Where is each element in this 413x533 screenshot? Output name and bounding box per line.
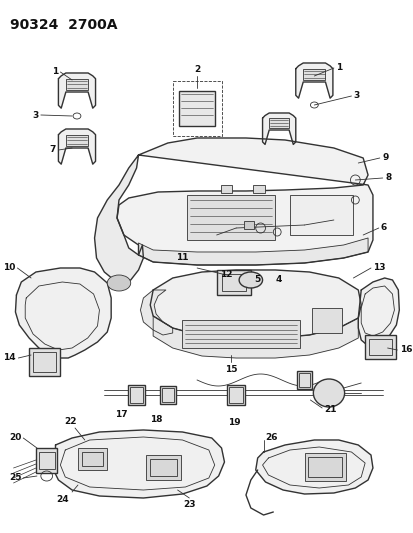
Text: 16: 16 <box>399 345 412 354</box>
Text: 19: 19 <box>228 418 240 427</box>
Text: 14: 14 <box>3 353 15 362</box>
Bar <box>268 118 288 128</box>
Bar <box>296 371 312 389</box>
Polygon shape <box>58 129 95 164</box>
Bar <box>364 335 395 359</box>
Ellipse shape <box>313 379 344 407</box>
Bar <box>146 455 180 480</box>
Text: 90324  2700A: 90324 2700A <box>9 18 117 32</box>
Bar <box>66 135 88 146</box>
Bar <box>368 339 392 355</box>
Bar <box>172 80 221 135</box>
Bar <box>312 308 341 333</box>
Text: 17: 17 <box>114 410 127 419</box>
Ellipse shape <box>239 272 262 288</box>
Polygon shape <box>52 430 224 498</box>
Bar <box>159 386 175 404</box>
Bar <box>78 448 107 470</box>
Text: 11: 11 <box>176 253 188 262</box>
Text: 9: 9 <box>382 154 388 163</box>
Polygon shape <box>15 268 111 358</box>
Bar <box>82 452 103 466</box>
Bar <box>243 221 253 229</box>
Bar <box>229 387 242 403</box>
Bar <box>220 185 232 193</box>
Text: 10: 10 <box>3 263 15 272</box>
Polygon shape <box>262 113 295 144</box>
Polygon shape <box>357 278 399 345</box>
Bar <box>161 388 173 402</box>
Text: 22: 22 <box>64 417 76 426</box>
Ellipse shape <box>107 275 131 291</box>
Text: 7: 7 <box>49 146 55 155</box>
Text: 26: 26 <box>265 433 277 442</box>
Polygon shape <box>58 73 95 108</box>
Bar <box>308 457 341 477</box>
Text: 5: 5 <box>254 275 260 284</box>
Bar <box>227 385 244 405</box>
Bar <box>178 91 215 125</box>
Bar <box>182 320 299 348</box>
Bar <box>298 373 310 387</box>
Polygon shape <box>255 440 372 494</box>
Text: 23: 23 <box>183 500 195 509</box>
Polygon shape <box>150 270 361 338</box>
Bar <box>216 270 250 295</box>
Text: 24: 24 <box>56 495 69 504</box>
Bar <box>39 452 55 469</box>
Text: 6: 6 <box>380 223 386 232</box>
Text: 20: 20 <box>9 433 21 442</box>
Bar <box>304 453 345 481</box>
Text: 4: 4 <box>275 275 282 284</box>
Text: 15: 15 <box>225 365 237 374</box>
Text: 18: 18 <box>150 415 162 424</box>
Bar <box>302 69 325 80</box>
Bar <box>187 195 275 240</box>
Bar <box>33 352 56 372</box>
Polygon shape <box>94 155 143 283</box>
Text: 1: 1 <box>335 63 341 72</box>
Bar <box>36 448 57 473</box>
Text: 13: 13 <box>372 263 385 272</box>
Polygon shape <box>295 63 332 98</box>
Bar <box>128 385 145 405</box>
Bar <box>29 348 60 376</box>
Polygon shape <box>153 316 357 358</box>
Text: 21: 21 <box>323 406 336 415</box>
Text: 1: 1 <box>52 68 58 77</box>
Bar <box>129 387 143 403</box>
Text: 12: 12 <box>220 270 232 279</box>
Bar <box>289 195 353 235</box>
Text: 3: 3 <box>33 110 39 119</box>
Bar <box>150 459 176 476</box>
Bar <box>66 79 88 90</box>
Bar <box>221 274 245 291</box>
Polygon shape <box>138 238 367 265</box>
Polygon shape <box>140 290 172 335</box>
Text: 3: 3 <box>353 92 359 101</box>
Text: 8: 8 <box>385 174 391 182</box>
Polygon shape <box>117 138 372 265</box>
Bar <box>252 185 264 193</box>
Text: 25: 25 <box>9 473 21 482</box>
Text: 2: 2 <box>194 66 200 75</box>
